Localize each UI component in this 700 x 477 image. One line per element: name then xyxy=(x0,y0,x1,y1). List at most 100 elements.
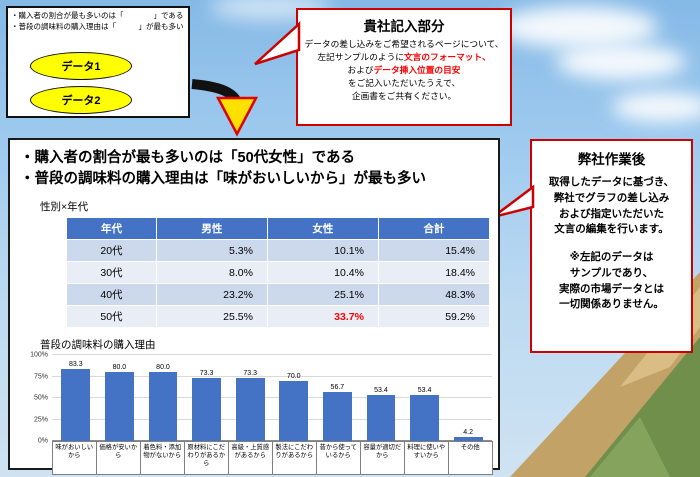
sample-slide-box: ・購入者の割合が最も多いのは「50代女性」である ・普段の調味料の購入理由は「味… xyxy=(8,138,500,476)
table-cell: 50代 xyxy=(66,305,157,329)
bar-column: 73.3 xyxy=(228,355,272,442)
table-row: 20代 5.3% 10.1% 15.4% xyxy=(66,239,491,263)
table-header-cell: 男性 xyxy=(155,217,268,241)
bar-column: 4.2 xyxy=(446,355,490,442)
y-axis-tick: 0% xyxy=(37,437,48,445)
down-arrow-icon xyxy=(191,79,259,137)
vendor-body-line: 取得したデータに基づき、 xyxy=(548,176,675,188)
chart-title: 普段の調味料の購入理由 xyxy=(40,339,156,352)
data1-label: データ1 xyxy=(61,61,101,73)
sample-bullet-2: ・普段の調味料の購入理由は「 」が最も多い xyxy=(11,21,184,31)
client-line-2: 左記サンプルのように xyxy=(317,52,404,63)
bar xyxy=(105,372,134,442)
sample-format-box: ・購入者の割合が最も多いのは「 」である ・普段の調味料の購入理由は「 」が最も… xyxy=(6,6,190,118)
client-line-3-highlight: データ挿入位置の目安 xyxy=(373,65,461,76)
bar-value-label: 56.7 xyxy=(330,384,345,392)
gridline xyxy=(52,354,492,356)
callout-pointer-left-icon xyxy=(492,184,535,219)
bar-column: 73.3 xyxy=(185,355,229,442)
bar xyxy=(410,395,439,442)
vendor-note-line: ※左記のデータは xyxy=(569,251,654,263)
bar xyxy=(192,378,221,442)
bar-column: 80.0 xyxy=(98,355,142,442)
bar xyxy=(279,380,309,442)
category-label: 容量が適切だから xyxy=(360,441,405,476)
table-cell: 25.5% xyxy=(155,305,268,329)
slide-headline-2: ・普段の調味料の購入理由は「味がおいしいから」が最も多い xyxy=(20,171,426,188)
client-entry-callout: 貴社記入部分 データの差し込みをご希望されるページについて、 左記サンプルのよう… xyxy=(254,8,512,126)
bar xyxy=(61,369,91,442)
cloud-icon xyxy=(498,6,658,48)
bar xyxy=(453,437,483,442)
bar xyxy=(322,392,352,442)
data2-label: データ2 xyxy=(61,95,101,107)
category-label: その他 xyxy=(448,441,493,476)
vendor-note-line: 一切関係ありません。 xyxy=(559,298,664,311)
vendor-work-callout: 弊社作業後 取得したデータに基づき、 弊社でグラフの差し込み および指定いただい… xyxy=(492,139,693,353)
vendor-work-body: 取得したデータに基づき、 弊社でグラフの差し込み および指定いただいた 文言の編… xyxy=(538,175,685,238)
bar-chart-categories: 味がおいしいから 価格が安いから 着色料・添加物がないから 原材料にこだわりがあるから… xyxy=(52,441,493,476)
cloud-icon xyxy=(612,92,700,122)
table-cell: 10.4% xyxy=(266,261,379,285)
vendor-body-line: 弊社でグラフの差し込み xyxy=(553,191,670,204)
vendor-work-title: 弊社作業後 xyxy=(577,152,646,167)
table-title: 性別×年代 xyxy=(40,201,89,214)
category-label: 原材料にこだわりがあるから xyxy=(184,441,229,476)
axis-spacer xyxy=(22,441,52,475)
gridline xyxy=(52,440,492,442)
bar-value-label: 80.0 xyxy=(112,364,127,372)
bar-value-label: 73.3 xyxy=(199,370,214,377)
bar-value-label: 53.4 xyxy=(417,387,432,395)
bar xyxy=(148,372,178,442)
table-header-cell: 女性 xyxy=(266,217,379,241)
bar xyxy=(235,378,265,442)
y-axis-tick: 25% xyxy=(33,416,48,424)
bar-value-label: 73.3 xyxy=(243,370,257,377)
table-header-cell: 合計 xyxy=(377,217,491,241)
client-line-5: 企画書をご共有ください。 xyxy=(351,91,457,102)
table-cell: 20代 xyxy=(66,239,157,263)
table-cell: 18.4% xyxy=(377,261,491,285)
category-label: 高級・上質感があるから xyxy=(228,441,273,476)
bar xyxy=(366,395,396,442)
table-cell: 8.0% xyxy=(155,261,268,285)
bar-value-label: 53.4 xyxy=(374,387,388,395)
category-label: 価格が安いから xyxy=(96,441,141,476)
vendor-body-line: および指定いただいた xyxy=(559,207,664,220)
bar-value-label: 4.2 xyxy=(463,429,473,437)
data2-ellipse: データ2 xyxy=(30,86,132,114)
table-cell: 59.2% xyxy=(377,305,491,329)
vendor-body-line: 文言の編集を行います。 xyxy=(554,223,669,236)
gender-age-table: 年代 男性 女性 合計 20代 5.3% 10.1% 15.4% 30代 8.0… xyxy=(66,217,491,329)
y-axis-tick: 50% xyxy=(33,394,48,402)
table-header-cell: 年代 xyxy=(66,217,157,241)
table-row: 40代 23.2% 25.1% 48.3% xyxy=(66,283,491,307)
gridline xyxy=(52,418,492,420)
bar-column: 70.0 xyxy=(272,355,316,442)
vendor-disclaimer: ※左記のデータは サンプルであり、 実際の市場データとは 一切関係ありません。 xyxy=(538,250,685,313)
category-label: 昔から使っているから xyxy=(316,441,361,476)
table-cell-highlighted: 33.7% xyxy=(266,305,379,329)
table-cell: 40代 xyxy=(66,283,157,307)
slide-headline-1: ・購入者の割合が最も多いのは「50代女性」である xyxy=(20,150,355,166)
client-entry-body: データの差し込みをご希望されるページについて、 左記サンプルのように文言のフォー… xyxy=(303,38,505,103)
data1-ellipse: データ1 xyxy=(30,52,132,80)
gridline xyxy=(52,397,492,399)
table-cell: 25.1% xyxy=(266,283,379,307)
category-label: 味がおいしいから xyxy=(52,441,97,476)
vendor-note-line: サンプルであり、 xyxy=(569,266,654,279)
callout-pointer-left-icon xyxy=(254,21,301,66)
table-header-row: 年代 男性 女性 合計 xyxy=(66,217,491,241)
table-cell: 15.4% xyxy=(377,239,491,263)
table-cell: 10.1% xyxy=(266,239,379,263)
y-axis-tick: 75% xyxy=(33,373,48,381)
sample-bullet-1: ・購入者の割合が最も多いのは「 」である xyxy=(11,11,184,20)
vendor-note-line: 実際の市場データとは xyxy=(559,282,664,295)
gridline xyxy=(52,375,492,377)
bar-column: 53.4 xyxy=(403,355,447,442)
category-label: 着色料・添加物がないから xyxy=(140,441,185,476)
category-label: 料理に使いやすいから xyxy=(404,441,449,476)
bar-column: 53.4 xyxy=(359,355,403,442)
bar-column: 80.0 xyxy=(141,355,185,442)
